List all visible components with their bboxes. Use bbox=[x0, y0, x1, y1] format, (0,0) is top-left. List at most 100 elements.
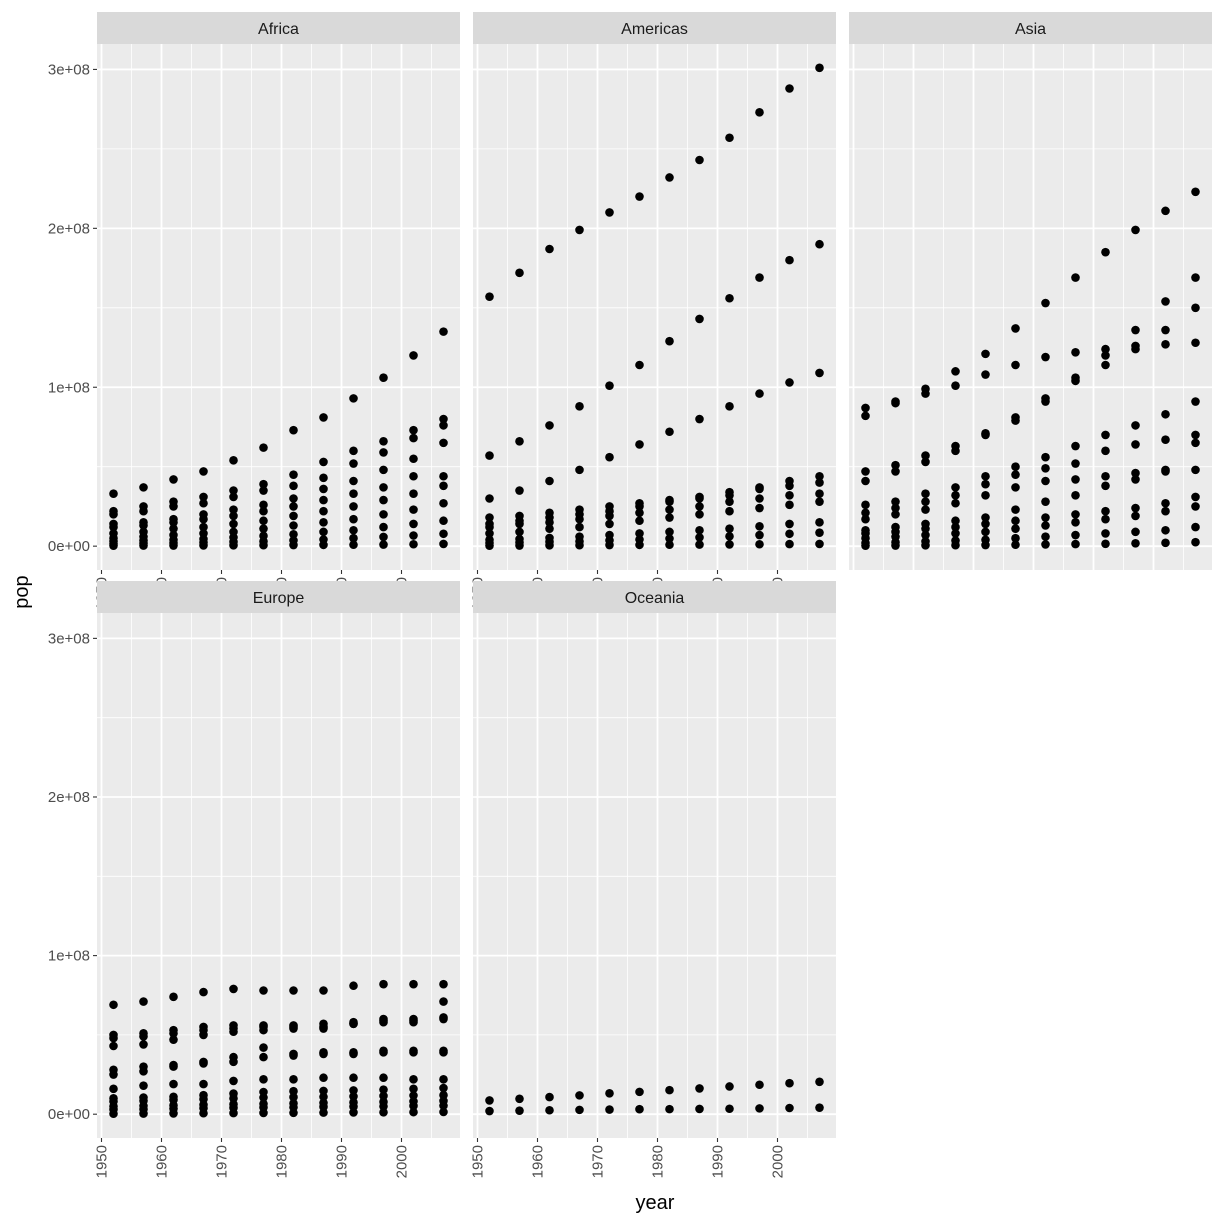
data-point bbox=[439, 1048, 448, 1057]
data-point bbox=[409, 1048, 418, 1057]
panel-background bbox=[849, 44, 1212, 570]
data-point bbox=[1071, 376, 1080, 386]
data-point bbox=[635, 440, 644, 449]
data-point bbox=[1041, 463, 1050, 473]
data-point bbox=[1011, 540, 1020, 550]
data-point bbox=[139, 997, 148, 1006]
y-tick-label: 2e+08 bbox=[48, 220, 90, 237]
data-point bbox=[289, 481, 298, 491]
data-point bbox=[349, 459, 358, 468]
data-point bbox=[1011, 416, 1020, 425]
data-point bbox=[229, 505, 238, 514]
data-point bbox=[439, 539, 448, 549]
data-point bbox=[1071, 530, 1080, 540]
data-point bbox=[199, 987, 208, 997]
data-point bbox=[891, 398, 900, 408]
data-point bbox=[1131, 421, 1140, 430]
data-point bbox=[379, 979, 388, 989]
data-point bbox=[755, 108, 764, 117]
data-point bbox=[379, 1085, 388, 1094]
data-point bbox=[139, 1040, 148, 1049]
panel-africa: Africa0e+001e+082e+083e+0819501960197019… bbox=[48, 12, 460, 610]
data-point bbox=[1191, 273, 1200, 282]
data-point bbox=[139, 1109, 148, 1118]
data-point bbox=[1011, 505, 1020, 514]
data-point bbox=[695, 533, 704, 542]
data-point bbox=[785, 1103, 794, 1113]
data-point bbox=[259, 500, 268, 510]
data-point bbox=[605, 381, 614, 390]
data-point bbox=[1071, 475, 1080, 484]
data-point bbox=[229, 1076, 238, 1086]
data-point bbox=[861, 467, 870, 476]
data-point bbox=[785, 84, 794, 93]
data-point bbox=[1161, 435, 1170, 444]
data-point bbox=[409, 1017, 418, 1027]
data-point bbox=[1101, 529, 1110, 538]
data-point bbox=[665, 540, 674, 550]
data-point bbox=[725, 1104, 734, 1114]
strip-africa bbox=[97, 12, 460, 44]
data-point bbox=[169, 1109, 178, 1118]
data-point bbox=[815, 518, 824, 527]
data-point bbox=[815, 489, 824, 499]
data-point bbox=[169, 992, 178, 1002]
data-point bbox=[349, 525, 358, 535]
data-point bbox=[515, 436, 524, 446]
data-point bbox=[1161, 340, 1170, 349]
data-point bbox=[289, 511, 298, 521]
data-point bbox=[409, 1107, 418, 1117]
data-point bbox=[635, 360, 644, 370]
data-point bbox=[575, 522, 584, 532]
data-point bbox=[725, 133, 734, 143]
data-point bbox=[349, 446, 358, 456]
data-point bbox=[1191, 492, 1200, 502]
data-point bbox=[1191, 303, 1200, 313]
data-point bbox=[861, 476, 870, 486]
data-point bbox=[981, 519, 990, 529]
data-point bbox=[439, 516, 448, 526]
data-point bbox=[439, 997, 448, 1006]
data-point bbox=[409, 539, 418, 549]
data-point bbox=[1071, 441, 1080, 451]
data-point bbox=[1071, 347, 1080, 357]
data-point bbox=[891, 460, 900, 470]
data-point bbox=[109, 522, 118, 532]
panel-americas: Americas195019601970198019902000 bbox=[470, 12, 836, 610]
data-point bbox=[515, 541, 524, 550]
data-point bbox=[439, 1075, 448, 1084]
data-point bbox=[109, 541, 118, 550]
data-point bbox=[575, 225, 584, 235]
data-point bbox=[199, 1030, 208, 1040]
data-point bbox=[951, 483, 960, 492]
x-tick-label: 1990 bbox=[710, 1145, 727, 1178]
data-point bbox=[635, 508, 644, 518]
data-point bbox=[319, 457, 328, 467]
data-point bbox=[951, 529, 960, 538]
data-point bbox=[109, 510, 118, 519]
data-point bbox=[439, 1107, 448, 1117]
data-point bbox=[815, 1103, 824, 1112]
data-point bbox=[665, 1085, 674, 1095]
data-point bbox=[319, 1049, 328, 1059]
data-point bbox=[439, 1101, 448, 1110]
data-point bbox=[1161, 325, 1170, 335]
data-point bbox=[951, 540, 960, 550]
data-point bbox=[785, 1078, 794, 1088]
data-point bbox=[349, 394, 358, 403]
data-point bbox=[229, 519, 238, 529]
data-point bbox=[815, 471, 824, 481]
data-point bbox=[319, 484, 328, 494]
data-point bbox=[409, 425, 418, 435]
data-point bbox=[1131, 344, 1140, 354]
data-point bbox=[199, 522, 208, 532]
data-point bbox=[259, 1108, 268, 1118]
data-point bbox=[815, 63, 824, 73]
data-point bbox=[1191, 465, 1200, 475]
data-point bbox=[755, 503, 764, 513]
data-point bbox=[605, 208, 614, 217]
data-point bbox=[1101, 430, 1110, 440]
data-point bbox=[109, 1000, 118, 1010]
data-point bbox=[861, 541, 870, 550]
